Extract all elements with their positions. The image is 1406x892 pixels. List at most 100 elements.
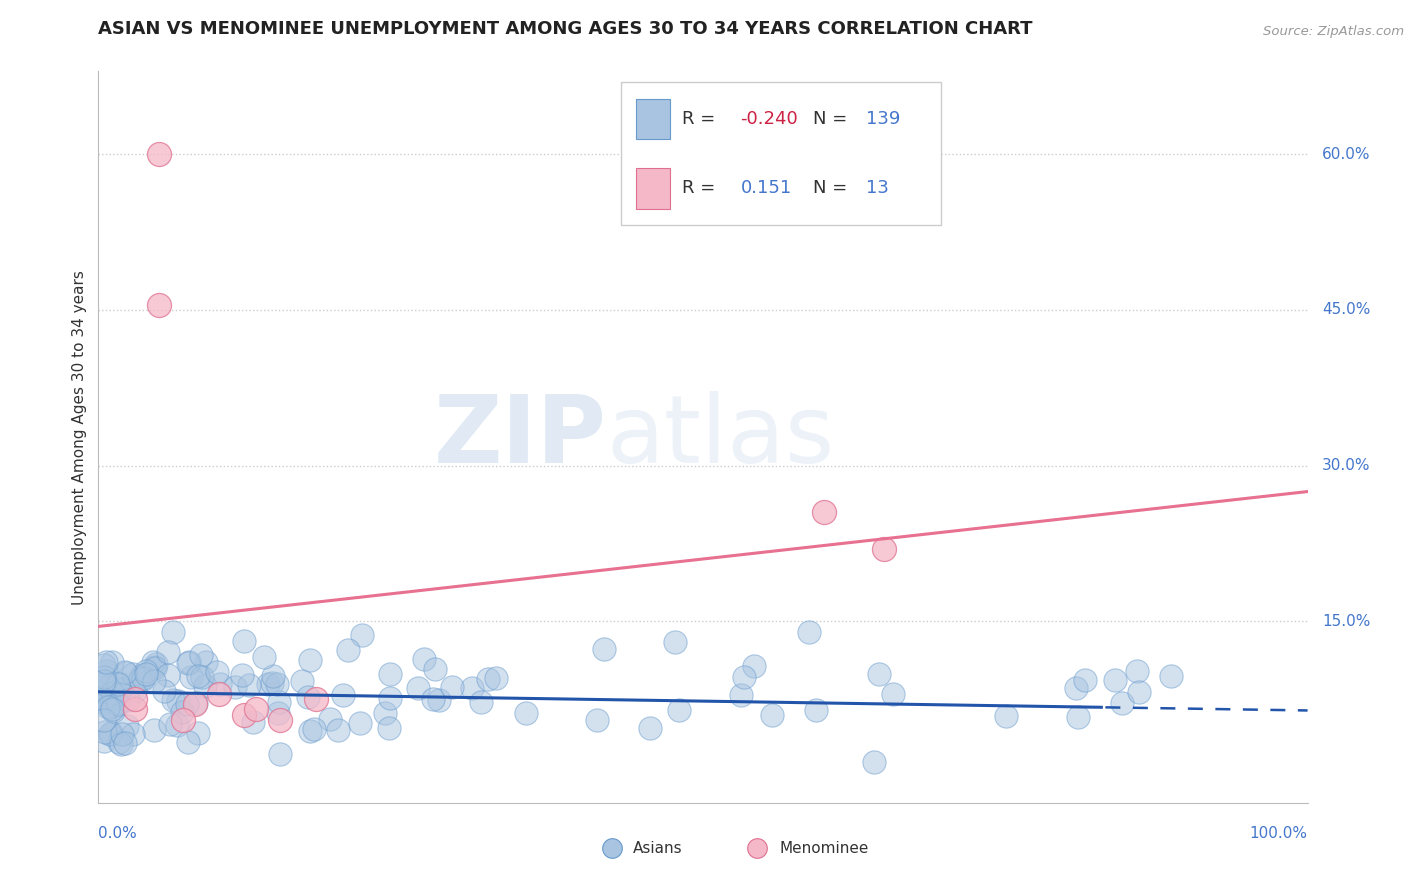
Point <box>862 755 884 769</box>
Point <box>1104 673 1126 687</box>
Point <box>176 735 198 749</box>
Text: 45.0%: 45.0% <box>1322 302 1371 318</box>
Point <box>98 727 121 741</box>
Text: Asians: Asians <box>633 840 682 855</box>
Text: ZIP: ZIP <box>433 391 606 483</box>
Point <box>131 668 153 682</box>
Point <box>132 673 155 687</box>
Point <box>208 677 231 691</box>
Point <box>337 643 360 657</box>
Point <box>117 693 139 707</box>
Point <box>378 666 401 681</box>
Point <box>186 697 208 711</box>
Text: N =: N = <box>813 179 853 197</box>
Point <box>260 676 283 690</box>
Point <box>269 713 291 727</box>
FancyBboxPatch shape <box>637 99 671 139</box>
Text: -0.240: -0.240 <box>741 110 799 128</box>
Point <box>664 635 686 649</box>
Point <box>122 667 145 681</box>
Point <box>107 677 129 691</box>
Point <box>207 665 229 680</box>
Point <box>97 698 120 713</box>
Point <box>349 715 371 730</box>
Point <box>101 702 124 716</box>
Point <box>167 694 190 708</box>
Point <box>157 668 180 682</box>
Point <box>93 692 115 706</box>
Point <box>1111 696 1133 710</box>
Point <box>326 723 349 738</box>
Point <box>224 680 246 694</box>
Point <box>232 633 254 648</box>
Point <box>319 712 342 726</box>
Point <box>124 702 146 716</box>
Point <box>747 834 769 848</box>
Text: 13: 13 <box>866 179 889 197</box>
Point <box>115 718 138 732</box>
Point <box>1128 684 1150 698</box>
Text: Menominee: Menominee <box>779 840 869 855</box>
Point <box>93 681 115 696</box>
Point <box>114 665 136 680</box>
Point <box>291 673 314 688</box>
Point <box>208 687 231 701</box>
Point <box>177 656 200 670</box>
Point <box>882 687 904 701</box>
Point <box>162 624 184 639</box>
Point <box>180 670 202 684</box>
Point <box>93 676 115 690</box>
Point <box>124 684 146 698</box>
Point <box>93 734 115 748</box>
Point <box>1160 668 1182 682</box>
Point <box>148 147 170 161</box>
Y-axis label: Unemployment Among Ages 30 to 34 years: Unemployment Among Ages 30 to 34 years <box>72 269 87 605</box>
Point <box>187 725 209 739</box>
Point <box>142 655 165 669</box>
Point <box>602 834 624 848</box>
Point <box>110 682 132 697</box>
Point <box>412 652 434 666</box>
Point <box>730 688 752 702</box>
FancyBboxPatch shape <box>637 169 671 209</box>
Point <box>461 681 484 695</box>
Point <box>153 683 176 698</box>
Point <box>638 721 661 735</box>
Point <box>93 695 115 709</box>
Point <box>194 679 217 693</box>
Text: 30.0%: 30.0% <box>1322 458 1371 473</box>
Point <box>804 703 827 717</box>
Point <box>97 700 120 714</box>
Point <box>377 721 399 735</box>
Point <box>96 664 118 678</box>
Point <box>378 691 401 706</box>
Text: 100.0%: 100.0% <box>1250 826 1308 841</box>
Point <box>477 672 499 686</box>
Point <box>352 628 374 642</box>
Point <box>995 709 1018 723</box>
Text: 0.151: 0.151 <box>741 179 792 197</box>
Point <box>93 658 115 673</box>
Text: 60.0%: 60.0% <box>1322 147 1371 161</box>
Point <box>97 694 120 708</box>
Point <box>586 713 609 727</box>
Point <box>302 723 325 737</box>
Point <box>298 653 321 667</box>
Point <box>143 661 166 675</box>
Point <box>742 659 765 673</box>
Point <box>266 676 288 690</box>
Point <box>100 725 122 739</box>
Point <box>162 693 184 707</box>
Point <box>184 698 207 712</box>
Point <box>253 650 276 665</box>
Point <box>873 541 896 556</box>
Text: Source: ZipAtlas.com: Source: ZipAtlas.com <box>1263 26 1405 38</box>
Point <box>177 655 200 669</box>
Text: N =: N = <box>813 110 853 128</box>
Point <box>813 505 835 519</box>
Point <box>242 714 264 729</box>
Point <box>269 747 291 762</box>
Point <box>142 673 165 688</box>
Point <box>422 692 444 706</box>
Point <box>733 670 755 684</box>
